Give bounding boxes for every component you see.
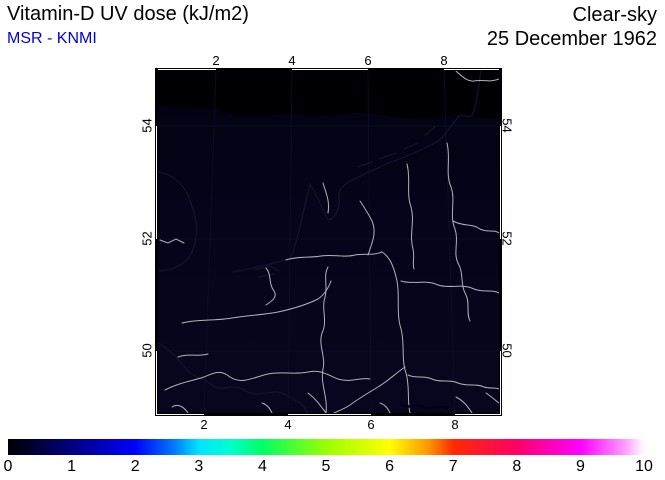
right-axis-tick-label: 50 bbox=[499, 343, 515, 358]
bottom-axis-tick-label: 4 bbox=[284, 417, 292, 432]
source-label: MSR - KNMI bbox=[7, 30, 97, 47]
map-field bbox=[158, 71, 499, 413]
date-label: 25 December 1962 bbox=[486, 28, 657, 50]
top-axis-tick-label: 8 bbox=[440, 53, 448, 68]
colorbar-tick-label: 9 bbox=[575, 458, 585, 475]
colorbar-tick-label: 7 bbox=[448, 458, 458, 475]
top-axis-tick-label: 2 bbox=[212, 53, 220, 68]
colorbar-tick-label: 2 bbox=[130, 458, 140, 475]
colorbar-tick-label: 8 bbox=[512, 458, 522, 475]
map-panel bbox=[155, 68, 502, 416]
dark-river-line bbox=[400, 403, 450, 410]
bottom-axis-tick-label: 8 bbox=[451, 417, 459, 432]
colorbar-tick-label: 3 bbox=[194, 458, 204, 475]
zero-dose-contour bbox=[158, 71, 499, 120]
top-axis-tick-label: 6 bbox=[364, 53, 372, 68]
condition-date-block: Clear-sky 25 December 1962 bbox=[487, 3, 657, 51]
river-lines bbox=[159, 71, 499, 413]
page-title: Vitamin-D UV dose (kJ/m2) bbox=[7, 3, 249, 25]
colorbar-tick-label: 10 bbox=[635, 458, 653, 475]
condition-label: Clear-sky bbox=[572, 4, 657, 26]
right-axis-tick-label: 52 bbox=[499, 231, 515, 246]
map-frame bbox=[155, 68, 502, 416]
colorbar-tick-label: 4 bbox=[257, 458, 267, 475]
colorbar-tick-label: 5 bbox=[321, 458, 331, 475]
colorbar-tick-label: 0 bbox=[3, 458, 13, 475]
left-axis-tick-label: 50 bbox=[139, 343, 155, 358]
coastline-lines bbox=[158, 71, 482, 413]
left-axis-tick-label: 54 bbox=[139, 118, 155, 133]
right-axis-tick-label: 54 bbox=[499, 118, 515, 133]
top-axis-tick-label: 4 bbox=[288, 53, 296, 68]
bottom-axis-tick-label: 6 bbox=[367, 417, 375, 432]
graticule bbox=[158, 71, 499, 413]
map-canvas bbox=[155, 68, 502, 416]
colorbar-tick-label: 1 bbox=[67, 458, 77, 475]
colorbar bbox=[8, 439, 644, 455]
colorbar-tick-label: 6 bbox=[385, 458, 395, 475]
left-axis-tick-label: 52 bbox=[139, 231, 155, 246]
bottom-axis-tick-label: 2 bbox=[200, 417, 208, 432]
